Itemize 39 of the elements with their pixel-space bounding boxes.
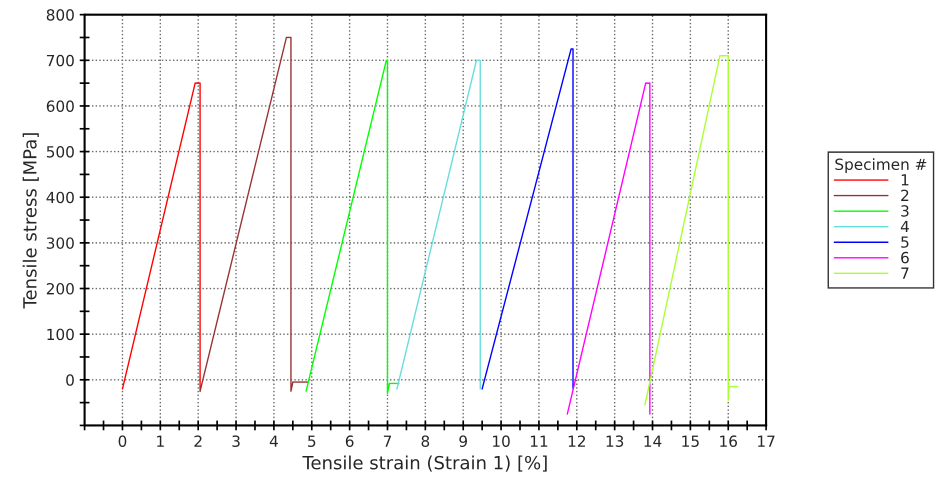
- x-tick-label: 11: [530, 436, 548, 447]
- x-tick-label: 6: [346, 435, 354, 447]
- x-tick-label: 0: [118, 435, 126, 447]
- x-tick-label: 9: [459, 435, 467, 447]
- x-tick-label: 14: [644, 436, 662, 447]
- x-tick-label: 16: [720, 435, 737, 447]
- legend-label: 1: [902, 174, 908, 186]
- x-tick-label: 5: [308, 436, 316, 447]
- y-axis-title: Tensile stress [MPa]: [22, 133, 39, 308]
- legend-label: 6: [901, 252, 909, 264]
- x-tick-label: 4: [270, 436, 278, 447]
- y-tick-label: 500: [46, 146, 74, 158]
- x-tick-label: 10: [493, 435, 510, 447]
- y-tick-label: 200: [46, 282, 74, 295]
- legend-label: 2: [901, 190, 908, 201]
- y-tick-label: 700: [46, 54, 74, 66]
- line-series: [644, 55, 738, 406]
- legend-label: 5: [901, 236, 908, 248]
- legend-label: 4: [900, 220, 909, 232]
- y-tick-label: 0: [66, 374, 74, 386]
- x-tick-label: 3: [232, 435, 240, 447]
- x-tick-label: 15: [682, 436, 699, 447]
- legend-label: 3: [901, 205, 909, 217]
- x-tick-label: 17: [758, 436, 775, 447]
- y-tick-label: 400: [46, 192, 74, 204]
- y-tick-label: 600: [46, 100, 74, 112]
- x-tick-label: 12: [568, 435, 585, 447]
- x-tick-label: 2: [194, 435, 202, 447]
- x-tick-label: 13: [606, 435, 624, 447]
- line-series: [305, 60, 400, 394]
- x-tick-label: 7: [384, 436, 392, 447]
- y-tick-label: 100: [47, 328, 74, 340]
- legend-title: Specimen #: [835, 158, 926, 174]
- x-axis-title: Tensile strain (Strain 1) [%]: [302, 455, 547, 472]
- x-tick-label: 1: [157, 436, 164, 447]
- y-tick-label: 300: [46, 237, 74, 249]
- legend-label: 7: [901, 268, 908, 279]
- x-tick-label: 8: [422, 435, 430, 447]
- y-tick-label: 800: [46, 9, 74, 21]
